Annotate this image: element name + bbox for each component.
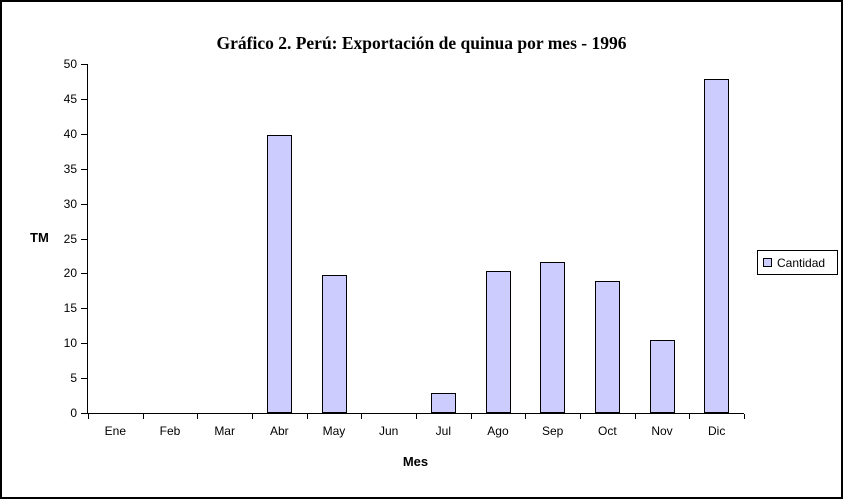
x-tick-mark [689, 414, 691, 419]
x-tick-mark [142, 414, 144, 419]
x-tick-mark [361, 414, 363, 419]
x-tick-label: Ago [487, 424, 509, 438]
y-tick-mark [81, 308, 88, 310]
bar-Oct [594, 281, 620, 413]
y-tick-label: 5 [70, 371, 77, 386]
x-tick-label: Sep [541, 424, 564, 438]
x-tick-mark [744, 414, 745, 419]
chart-title: Gráfico 2. Perú: Exportación de quinua p… [216, 33, 627, 53]
legend-swatch-icon [763, 258, 772, 267]
legend-label: Cantidad [777, 255, 826, 270]
bar-Sep [540, 262, 566, 413]
y-tick-label: 15 [63, 301, 77, 316]
x-tick-mark [580, 414, 581, 419]
y-tick-label: 45 [63, 91, 77, 106]
legend: Cantidad [757, 250, 838, 275]
y-tick-label: 0 [70, 406, 77, 420]
y-tick-mark [81, 378, 88, 380]
y-tick-mark [81, 168, 88, 170]
x-tick-label: Feb [159, 424, 181, 438]
y-tick-label: 30 [63, 196, 77, 211]
bar-Dic [704, 79, 730, 413]
y-tick-mark [81, 98, 88, 100]
bar-May [321, 275, 347, 413]
bar-Jul [430, 393, 456, 413]
bar-Nov [649, 340, 675, 413]
x-tick-label: Mar [214, 424, 235, 438]
y-tick-label: 40 [63, 126, 77, 141]
y-axis-title: TM [30, 230, 49, 245]
x-tick-label: Jun [378, 424, 399, 438]
x-tick-mark [306, 414, 308, 419]
x-tick-label: Oct [597, 424, 617, 438]
y-tick-label: 25 [63, 231, 77, 246]
x-tick-mark [470, 414, 472, 419]
plot-area [87, 64, 744, 414]
x-axis-title: Mes [402, 454, 429, 469]
y-tick-mark [81, 273, 88, 275]
x-tick-mark [416, 414, 417, 419]
x-tick-mark [197, 414, 199, 419]
y-tick-mark [81, 133, 88, 135]
x-tick-mark [252, 414, 253, 419]
x-tick-mark [525, 414, 527, 419]
x-tick-label: Ene [104, 424, 126, 438]
bar-Ago [485, 271, 511, 413]
y-tick-label: 10 [63, 336, 77, 351]
x-tick-mark [634, 414, 636, 419]
y-tick-mark [81, 64, 88, 65]
y-tick-mark [81, 413, 88, 414]
y-tick-label: 50 [63, 57, 77, 71]
y-tick-mark [81, 238, 88, 240]
x-tick-label: Dic [707, 424, 726, 438]
y-tick-label: 35 [63, 161, 77, 176]
x-tick-label: Abr [269, 424, 289, 438]
x-tick-mark [88, 414, 89, 419]
y-tick-mark [81, 343, 88, 345]
y-tick-mark [81, 203, 88, 205]
x-tick-label: May [322, 424, 346, 438]
bar-Abr [266, 135, 292, 413]
x-tick-label: Nov [651, 424, 673, 438]
y-tick-label: 20 [63, 266, 77, 281]
x-tick-label: Jul [435, 424, 451, 438]
